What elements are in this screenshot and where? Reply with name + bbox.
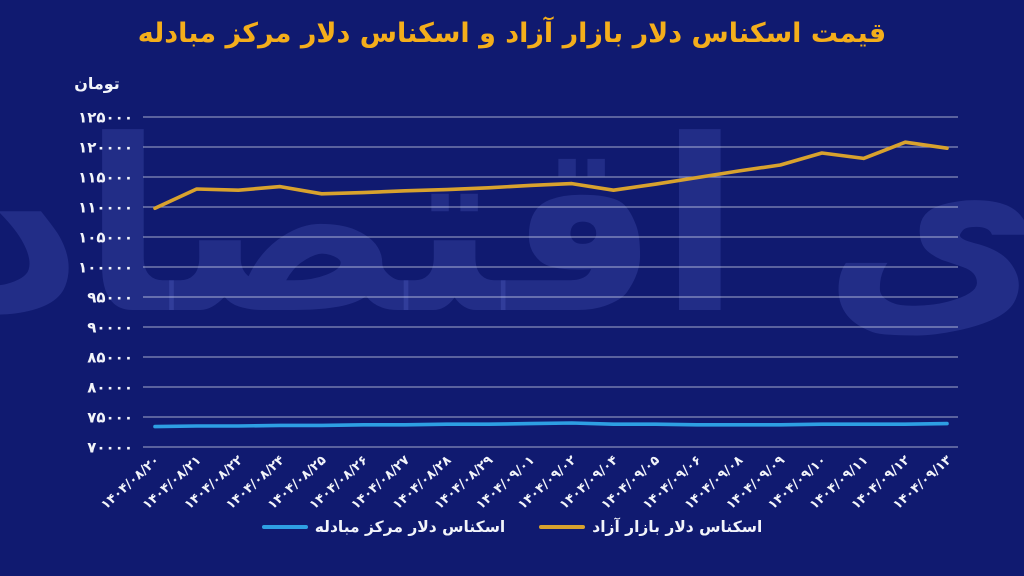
gridlines — [143, 116, 958, 448]
exchange-center-line-swatch — [261, 525, 308, 529]
y-tick-label: ۱۲۰۰۰۰ — [78, 139, 133, 157]
y-tick-label: ۸۵۰۰۰ — [87, 349, 133, 367]
y-tick-label: ۱۱۵۰۰۰ — [78, 169, 133, 187]
free-market-line-swatch — [539, 525, 586, 529]
y-tick-label: ۱۰۰۰۰۰ — [78, 259, 133, 277]
legend-item-exchange-center: اسکناس دلار مرکز مبادله — [261, 518, 506, 536]
y-tick-label: ۱۰۵۰۰۰ — [78, 229, 133, 247]
chart-legend: اسکناس دلار مرکز مبادله اسکناس دلار بازا… — [0, 518, 1024, 536]
chart-title: قیمت اسکناس دلار بازار آزاد و اسکناس دلا… — [137, 18, 887, 49]
y-tick-label: ۱۲۵۰۰۰ — [78, 109, 133, 127]
y-axis-labels: ۱۲۵۰۰۰ ۱۲۰۰۰۰ ۱۱۵۰۰۰ ۱۱۰۰۰۰ ۱۰۵۰۰۰ ۱۰۰۰۰۰ ۹۵۰۰… — [78, 109, 133, 457]
y-tick-label: ۹۵۰۰۰ — [87, 289, 133, 307]
y-axis-unit-label: تومان — [74, 74, 120, 93]
y-tick-label: ۱۱۰۰۰۰ — [78, 199, 133, 217]
y-tick-label: ۷۵۰۰۰ — [87, 409, 133, 427]
exchange-center-line — [153, 421, 949, 429]
y-tick-label: ۷۰۰۰۰ — [87, 439, 133, 457]
free-market-line — [153, 140, 949, 210]
legend-label-free-market: اسکناس دلار بازار آزاد — [592, 518, 763, 536]
y-tick-label: ۹۰۰۰۰ — [87, 319, 133, 337]
y-tick-label: ۸۰۰۰۰ — [87, 379, 133, 397]
legend-label-exchange-center: اسکناس دلار مرکز مبادله — [314, 518, 506, 536]
x-axis-labels: ۱۴۰۴/۰۸/۲۰۱۴۰۴/۰۸/۲۱۱۴۰۴/۰۸/۲۲۱۴۰۴/۰۸/۲۴… — [98, 453, 954, 513]
legend-item-free-market: اسکناس دلار بازار آزاد — [539, 518, 762, 536]
